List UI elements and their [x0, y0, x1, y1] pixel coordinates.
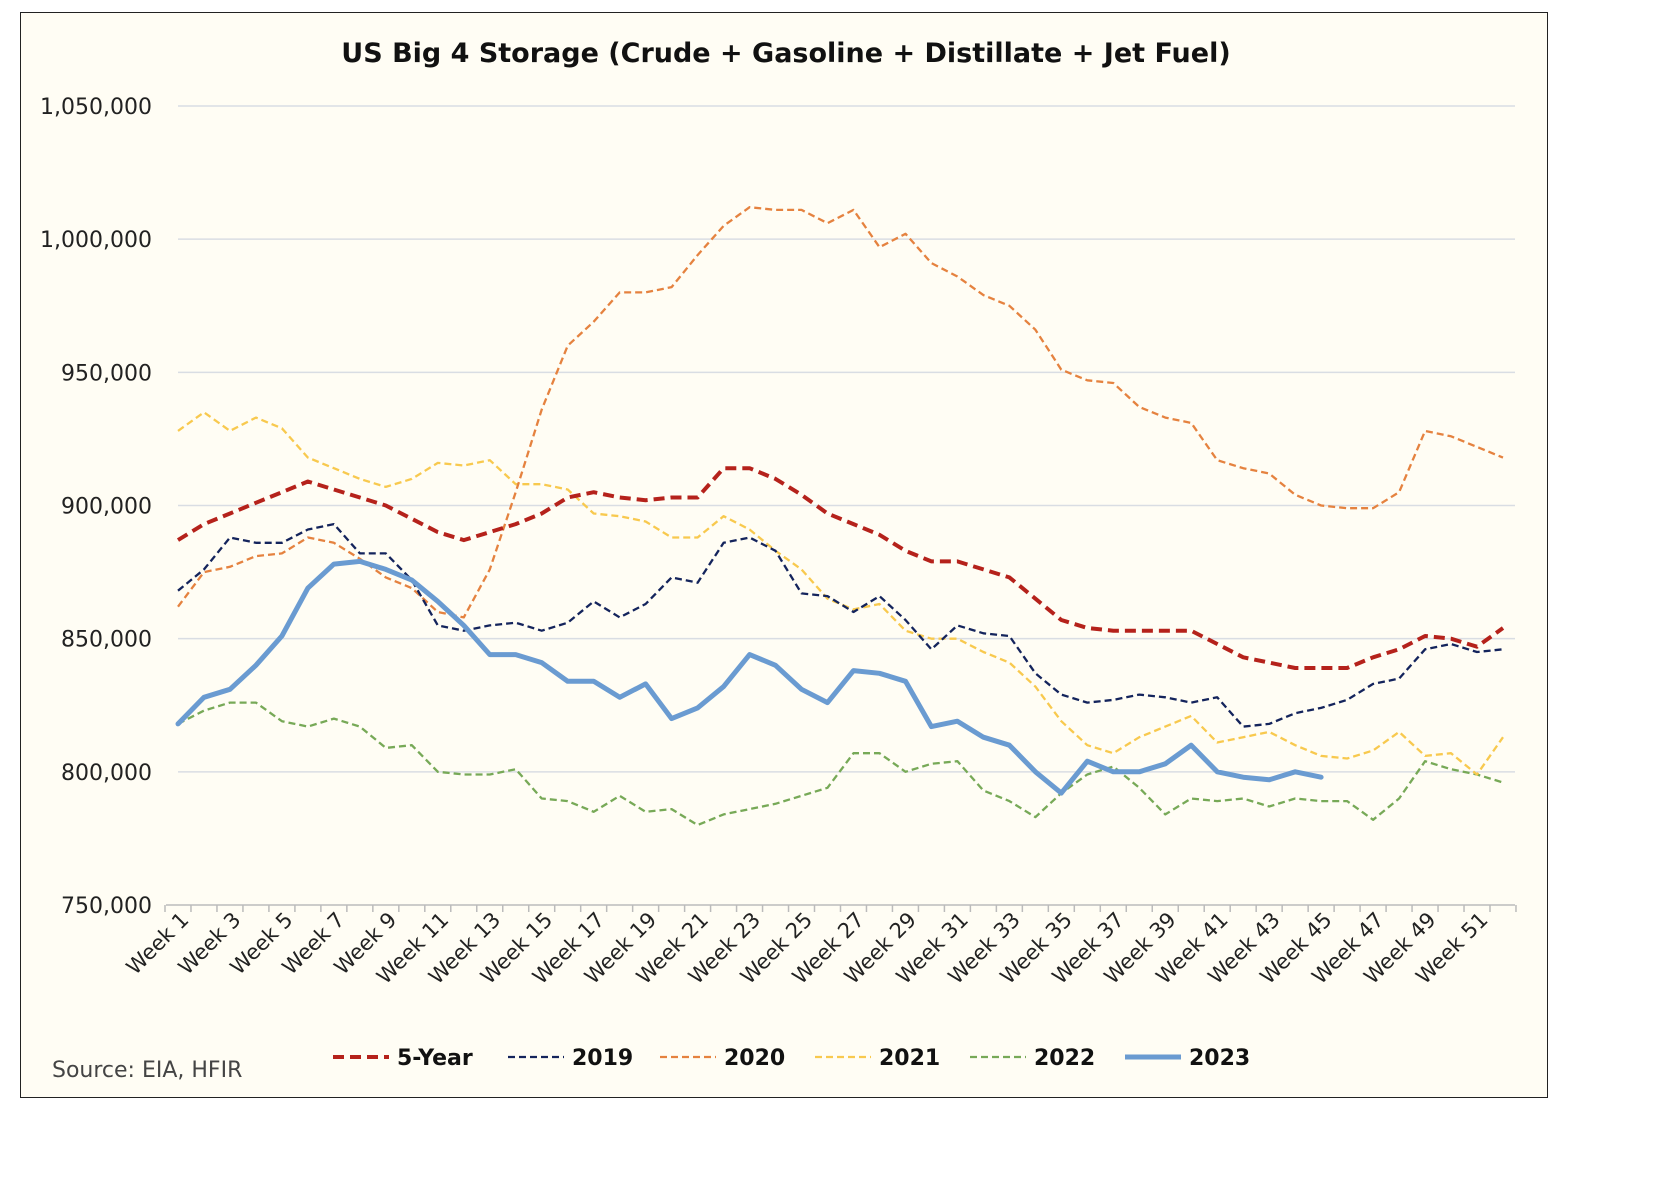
- legend-label-2023: 2023: [1189, 1046, 1250, 1071]
- series-line-2020: [177, 206, 1504, 619]
- chart-title: US Big 4 Storage (Crude + Gasoline + Dis…: [341, 38, 1230, 69]
- y-tick-label: 1,050,000: [40, 95, 152, 120]
- y-tick-label: 900,000: [61, 495, 152, 520]
- series-line-2021: [177, 411, 1504, 776]
- legend-label-5-year: 5-Year: [397, 1046, 473, 1071]
- legend-label-2019: 2019: [572, 1046, 633, 1071]
- gridlines: [178, 105, 1515, 773]
- series-line-2022: [177, 701, 1504, 827]
- legend-label-2020: 2020: [724, 1046, 785, 1071]
- series-line-2019: [177, 522, 1504, 728]
- y-tick-label: 800,000: [61, 761, 152, 786]
- series-lines: [175, 206, 1505, 827]
- y-tick-label: 950,000: [61, 361, 152, 386]
- source-note: Source: EIA, HFIR: [52, 1058, 242, 1083]
- y-axis: 750,000 800,000 850,000 900,000 950,000 1,000…: [40, 95, 152, 919]
- series-line-5-year: [176, 466, 1505, 670]
- series-line-2023: [175, 558, 1324, 796]
- y-tick-label: 750,000: [61, 894, 152, 919]
- legend-label-2022: 2022: [1034, 1046, 1095, 1071]
- legend: 5-Year 2019 2020 2021 2022 2023: [333, 1046, 1250, 1071]
- y-tick-label: 1,000,000: [40, 228, 152, 253]
- y-tick-label: 850,000: [61, 628, 152, 653]
- legend-label-2021: 2021: [879, 1046, 940, 1071]
